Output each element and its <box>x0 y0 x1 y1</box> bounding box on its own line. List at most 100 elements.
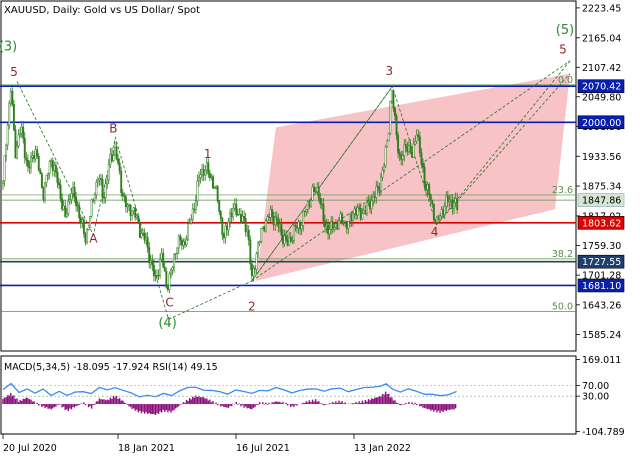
macd-bar <box>394 400 395 404</box>
macd-bar <box>107 399 108 404</box>
macd-bar <box>127 404 128 405</box>
macd-bar <box>159 404 160 411</box>
macd-bar <box>377 397 378 404</box>
candle-body <box>33 156 34 159</box>
candle-body <box>107 180 108 184</box>
candle-body <box>351 214 352 220</box>
macd-bar <box>130 404 131 407</box>
time-tick-label-2: 16 Jul 2021 <box>236 443 290 454</box>
candle-body <box>201 169 202 174</box>
macd-bar <box>340 403 341 404</box>
macd-bar <box>133 404 134 408</box>
macd-bar <box>198 396 199 404</box>
candle-body <box>21 127 22 133</box>
candle-body <box>374 197 375 198</box>
candle-body <box>358 208 359 209</box>
candle-body <box>425 184 426 189</box>
macd-bar <box>223 404 224 407</box>
macd-bar <box>276 402 277 405</box>
candle-body <box>348 221 349 228</box>
candle-body <box>254 268 255 269</box>
macd-bar <box>49 404 50 408</box>
macd-bar <box>441 404 442 411</box>
indicator-title: MACD(5,34,5) -18.095 -17.924 RSI(14) 49.… <box>4 362 218 373</box>
candle-body <box>103 198 104 199</box>
macd-bar <box>256 404 257 405</box>
macd-bar <box>97 401 98 404</box>
macd-bar <box>212 401 213 404</box>
time-tick-label-1: 18 Jan 2021 <box>118 443 175 454</box>
macd-bar <box>393 400 394 404</box>
candle-body <box>7 125 8 145</box>
candle-body <box>88 228 89 230</box>
candle-body <box>393 91 394 109</box>
candle-body <box>372 197 373 201</box>
macd-bar <box>194 398 195 404</box>
candle-body <box>273 216 274 225</box>
macd-bar <box>85 404 86 405</box>
candle-body <box>43 187 44 199</box>
macd-bar <box>341 401 342 404</box>
macd-bar <box>142 404 143 412</box>
macd-bar <box>47 404 48 409</box>
macd-bar <box>435 404 436 410</box>
candle-body <box>89 216 90 227</box>
wave-label-0: (3) <box>0 40 17 55</box>
candle-body <box>212 177 213 188</box>
candle-body <box>446 196 447 206</box>
macd-bar <box>368 399 369 404</box>
wave-label-10: 5 <box>559 43 567 57</box>
macd-bar <box>236 402 237 404</box>
macd-bar <box>191 399 192 404</box>
candle-body <box>312 187 313 200</box>
candle-body <box>295 226 296 227</box>
candle-body <box>219 201 220 212</box>
macd-bar <box>5 397 6 404</box>
candle-body <box>13 104 14 130</box>
candle-body <box>285 236 286 240</box>
price-tick-label-11: 1585.24 <box>582 330 621 341</box>
candle-body <box>414 141 415 144</box>
macd-bar <box>397 403 398 404</box>
candle-body <box>352 214 353 221</box>
wave-label-4: C <box>165 296 173 310</box>
macd-bar <box>453 404 454 410</box>
candle-body <box>416 135 417 141</box>
candle-body <box>72 187 73 193</box>
candle-body <box>313 187 314 192</box>
candle-body <box>301 226 302 229</box>
macd-bar <box>119 398 120 404</box>
candle-body <box>131 211 132 216</box>
candle-body <box>163 253 164 267</box>
fib-label-1: 23.6 <box>552 185 573 196</box>
macd-bar <box>150 404 151 414</box>
macd-bar <box>290 404 291 407</box>
fib-label-3: 50.0 <box>552 302 573 313</box>
candle-body <box>24 138 25 157</box>
candle-body <box>257 243 258 254</box>
candle-body <box>436 217 437 222</box>
candle-body <box>360 208 361 219</box>
macd-bar <box>200 397 201 404</box>
macd-bar <box>74 404 75 407</box>
candle-body <box>267 217 268 221</box>
candle-body <box>114 147 115 156</box>
macd-bar <box>166 404 167 410</box>
macd-bar <box>363 403 364 405</box>
candle-body <box>422 163 423 167</box>
macd-bar <box>262 402 263 404</box>
macd-bar <box>152 404 153 414</box>
macd-bar <box>102 399 103 404</box>
macd-bar <box>116 396 117 404</box>
level-box-label-3: 1803.62 <box>582 218 621 229</box>
chart-title: XAUUSD, Daily: Gold vs US Dollar/ Spot <box>4 5 200 16</box>
macd-bar <box>231 404 232 406</box>
candle-body <box>233 208 234 217</box>
macd-bar <box>425 404 426 408</box>
macd-bar <box>225 404 226 407</box>
macd-bar <box>313 401 314 404</box>
candle-body <box>173 254 174 267</box>
macd-bar <box>83 402 84 404</box>
candle-body <box>442 210 443 215</box>
